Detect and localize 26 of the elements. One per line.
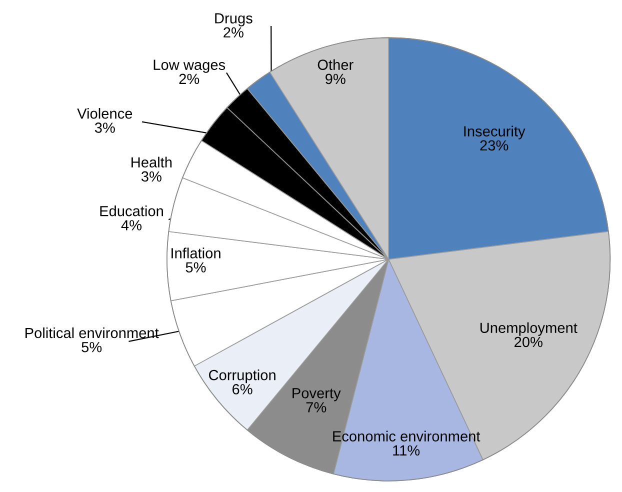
slice-label: Other (318, 59, 354, 70)
data-label: 5% (186, 262, 206, 272)
data-label: 6% (232, 384, 252, 394)
slice-label: Poverty (292, 388, 341, 402)
data-label: 23% (480, 140, 508, 151)
data-label: 7% (306, 402, 326, 412)
data-label: 4% (121, 220, 142, 230)
slice-label: Corruption (208, 370, 276, 384)
slice-label: Violence (77, 108, 132, 119)
slice-label: Unemployment (480, 322, 578, 336)
data-label: 11% (393, 445, 420, 456)
data-label: 3% (94, 122, 115, 133)
slice-label: Economic environment (333, 430, 480, 442)
data-label: 2% (179, 74, 200, 84)
data-label: 2% (224, 27, 244, 38)
data-label: 3% (141, 171, 162, 182)
slice-label: Health (132, 156, 172, 168)
data-label: 9% (326, 74, 346, 84)
slice-label: Political environment (26, 327, 159, 338)
slice-label: Drugs (215, 13, 252, 26)
data-label: 20% (514, 336, 542, 348)
slice-label: Inflation (172, 248, 220, 258)
slice-label: Education (100, 206, 163, 216)
slice-label: Low wages (154, 60, 226, 73)
data-label: 5% (82, 342, 102, 352)
slice-label: Insecurity (464, 126, 526, 140)
